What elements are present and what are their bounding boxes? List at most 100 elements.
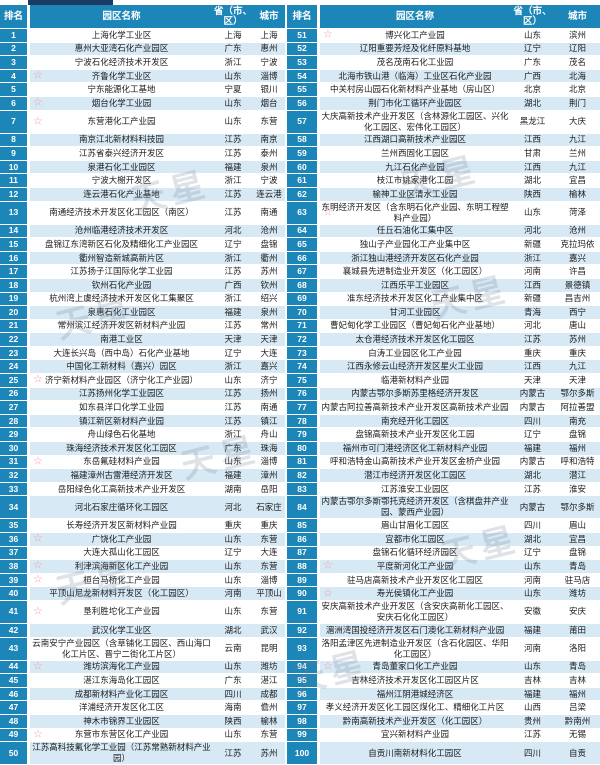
rank-cell: 74 [285, 360, 320, 375]
province-cell: 四川 [510, 742, 555, 765]
table-row: 39 ☆ 桓台马桥化工产业园 山东 淄博 89 驻马店高新技术产业开发区化工园区 河南 驻马店 [0, 573, 600, 588]
park-name-cell: 福州市可门港经济区化工新材料产业园 [320, 442, 510, 456]
province-cell: 内蒙古 [510, 387, 555, 402]
table-row: 17 江苏扬子江国际化学工业园 江苏 苏州 67 襄城县先进制造业开发区（化工园区） 河南许… [0, 265, 600, 279]
park-name-text: 惠州大亚湾石化产业园区 [74, 43, 169, 54]
park-name-cell: 江苏扬子江国际化学工业园 [30, 265, 213, 279]
city-cell: 阿拉善盟 [555, 401, 600, 415]
table-row: 4 ☆ 齐鲁化学工业区 山东 淄博 54 北海市铁山港（临海）工业区石化产业园 广西 北海 [0, 69, 600, 84]
city-cell: 银川 [253, 83, 285, 97]
rank-cell: 7 [0, 110, 30, 134]
park-name-text: 曹妃甸化学工业园区（曹妃甸石化产业基地） [329, 320, 500, 331]
park-name-cell: 枝江市姚家港化工园 [320, 174, 510, 188]
rank-cell: 28 [0, 414, 30, 429]
city-cell: 福州 [555, 442, 600, 456]
park-name-text: 东岳氟硅材料产业园 [83, 456, 160, 467]
rank-cell: 44 [0, 660, 30, 675]
park-name-text: 荆门市化工循环产业园区 [368, 97, 462, 108]
park-name-cell: ☆ 东营港化工产业园 [30, 110, 213, 134]
park-name-text: 孝义经济开发区化工园区煤化工、精细化工片区 [325, 702, 505, 713]
park-name-cell: ☆ 烟台化学工业园 [30, 96, 213, 111]
rank-cell: 41 [0, 600, 30, 624]
rank-cell: 11 [0, 174, 30, 188]
park-name-cell: 惠州大亚湾石化产业园区 [30, 42, 213, 57]
city-cell: 盘锦 [555, 428, 600, 443]
rank-cell: 82 [285, 469, 320, 483]
province-cell: 江西 [510, 278, 555, 293]
park-name-text: 东营市东营区化工产业园 [74, 729, 169, 740]
province-cell: 辽宁 [510, 546, 555, 561]
province-cell: 湖北 [213, 623, 253, 638]
park-name-cell: 呼和浩特金山高新技术产业开发区金桥产业园 [320, 455, 510, 470]
table-row: 2 惠州大亚湾石化产业园区 广东 惠州 52 辽阳重要芳烃及化纤原料基地 辽宁 辽阳 [0, 42, 600, 57]
park-name-cell: 衢州智造新城高新片区 [30, 251, 213, 266]
park-name-text: 安庆高新技术产业开发区（含安庆高新化工园区、安庆石化化工园区） [321, 600, 509, 622]
city-cell: 九江 [555, 160, 600, 175]
header-city-right: 城市 [555, 5, 600, 29]
city-cell: 福州 [555, 687, 600, 702]
city-cell: 宜昌 [555, 533, 600, 547]
table-row: 34 河北石家庄循环化工园区 河北 石家庄 84 内蒙古鄂尔多斯鄂托克经济开发区（含棋盘井… [0, 496, 600, 520]
table-row: 43 云南安宁产业园区（含草铺化工园区、西山海口化工片区、晋宁二街化工片区） 云南昆… [0, 637, 600, 661]
park-name-cell: 泉惠石化工业园区 [30, 306, 213, 320]
city-cell: 北海 [555, 69, 600, 84]
park-name-cell: 珠海经济技术开发区化工园区 [30, 442, 213, 456]
table-row: 21 常州滨江经济开发区新材料产业园 江苏 常州 71 曹妃甸化学工业园区（曹妃甸石化产业… [0, 319, 600, 334]
park-name-text: 舟山绿色石化基地 [87, 429, 156, 440]
province-cell: 湖南 [213, 482, 253, 497]
province-cell: 河南 [213, 587, 253, 601]
park-name-cell: 宜都市化工园区 [320, 533, 510, 547]
park-name-text: 九江石化产业园 [385, 161, 445, 172]
rank-cell: 91 [285, 600, 320, 624]
city-cell: 吉林 [555, 674, 600, 688]
province-cell: 福建 [213, 469, 253, 483]
rank-cell: 92 [285, 623, 320, 638]
park-name-cell: ☆ 寿光侯镇化工产业园 [320, 587, 510, 601]
park-name-cell: 宁波大榭开发区 [30, 174, 213, 188]
province-cell: 贵州 [510, 714, 555, 729]
rank-cell: 21 [0, 319, 30, 334]
park-name-cell: 临港新材料产业园 [320, 374, 510, 388]
park-name-text: 青岛董家口化工产业园 [372, 661, 458, 672]
table-row: 42 武汉化学工业区 湖北 武汉 92 湄洲湾国投经济开发区石门澳化工新材料产业园 福建 莆田 [0, 623, 600, 638]
park-name-text: 枝江市姚家港化工园 [376, 175, 454, 186]
province-cell: 湖北 [510, 469, 555, 483]
rank-cell: 70 [285, 306, 320, 320]
city-cell: 宁波 [253, 56, 285, 70]
city-cell: 榆林 [253, 714, 285, 729]
header-park-name-left: 园区名称 [30, 5, 213, 29]
province-cell: 山西 [510, 701, 555, 715]
city-cell: 绍兴 [253, 292, 285, 307]
park-name-cell: 茂名茂南石化工业园 [320, 56, 510, 70]
city-cell: 茂名 [555, 56, 600, 70]
rank-cell: 67 [285, 265, 320, 279]
city-cell: 苏州 [555, 333, 600, 347]
park-name-cell: 准东经济技术开发区化工产业集中区 [320, 292, 510, 307]
city-cell: 淄博 [253, 455, 285, 470]
city-cell: 泉州 [253, 160, 285, 175]
province-cell: 辽宁 [213, 238, 253, 252]
city-cell: 舟山 [253, 428, 285, 443]
park-name-text: 洛阳孟津区先进制造业开发区（含石化园区、华阳化工园区） [321, 637, 509, 659]
city-cell: 滨州 [555, 29, 600, 43]
city-cell: 惠州 [253, 42, 285, 57]
city-cell: 钦州 [253, 278, 285, 293]
park-name-text: 大庆高新技术产业开发区（含林源化工园区、兴化化工园区、宏伟化工园区） [321, 110, 509, 132]
city-cell: 安庆 [555, 600, 600, 624]
park-name-text: 江苏省泰兴经济开发区 [78, 147, 164, 158]
table-row: 9 江苏省泰兴经济开发区 江苏 泰州 59 兰州西固化工园区 甘肃 兰州 [0, 147, 600, 161]
park-name-text: 白涛工业园区化工产业园 [368, 347, 462, 358]
park-name-cell: 湄洲湾国投经济开发区石门澳化工新材料产业园 [320, 623, 510, 638]
table-row: 18 钦州石化产业园 广西 钦州 68 江西乐平工业园区 江西 景德镇 [0, 278, 600, 293]
park-name-text: 武汉化学工业区 [91, 624, 152, 635]
rank-cell: 73 [285, 346, 320, 361]
rank-cell: 36 [0, 533, 30, 547]
rank-cell: 53 [285, 56, 320, 70]
star-icon: ☆ [33, 605, 43, 618]
province-cell: 河南 [510, 573, 555, 588]
header-city-left: 城市 [253, 5, 285, 29]
park-name-text: 泉惠石化工业园区 [87, 306, 156, 317]
park-name-text: 宁波石化经济技术开发区 [74, 56, 169, 67]
rank-cell: 83 [285, 482, 320, 497]
